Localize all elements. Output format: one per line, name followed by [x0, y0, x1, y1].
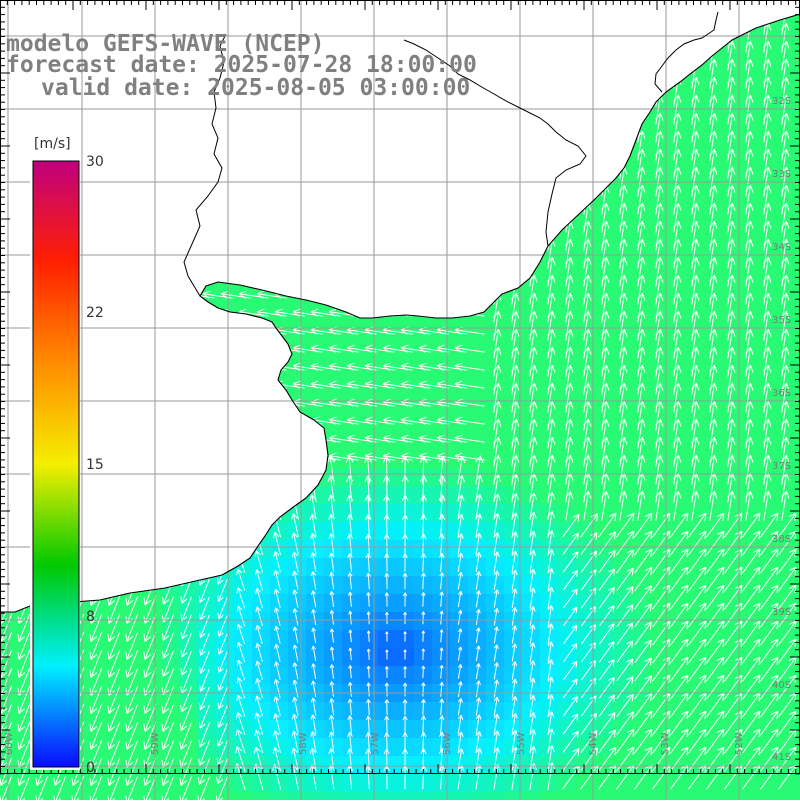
colorbar-unit: [m/s] [34, 136, 71, 152]
lat-label: 34S [772, 242, 791, 253]
lat-label: 33S [772, 169, 791, 180]
colorbar-tick-0: 0 [86, 760, 95, 776]
colorbar-tick-8: 8 [86, 609, 95, 625]
colorbar-ramp [33, 161, 79, 767]
lat-label: 40S [772, 680, 791, 691]
lon-label: 56W [442, 732, 453, 755]
lat-label: 37S [772, 461, 791, 472]
lon-label: 55W [516, 732, 527, 755]
lat-label: 41S [772, 752, 791, 763]
lat-label: 39S [772, 607, 791, 618]
lat-label: 32S [772, 96, 791, 107]
colorbar-tick-22: 22 [86, 305, 104, 321]
lon-label: 54W [588, 732, 599, 755]
lon-label: 53W [660, 732, 671, 755]
lat-label: 35S [772, 315, 791, 326]
lon-label: 52W [734, 732, 745, 755]
lat-label: 36S [772, 388, 791, 399]
colorbar-tick-30: 30 [86, 154, 104, 170]
title-valid-date: valid date: 2025-08-05 03:00:00 [41, 75, 470, 101]
lon-label: 59W [150, 732, 161, 755]
lat-label: 38S [772, 534, 791, 545]
lon-label: 58W [298, 732, 309, 755]
colorbar-tick-15: 15 [86, 457, 104, 473]
lon-label: 57W [370, 732, 381, 755]
lon-label: 60W [4, 732, 15, 755]
